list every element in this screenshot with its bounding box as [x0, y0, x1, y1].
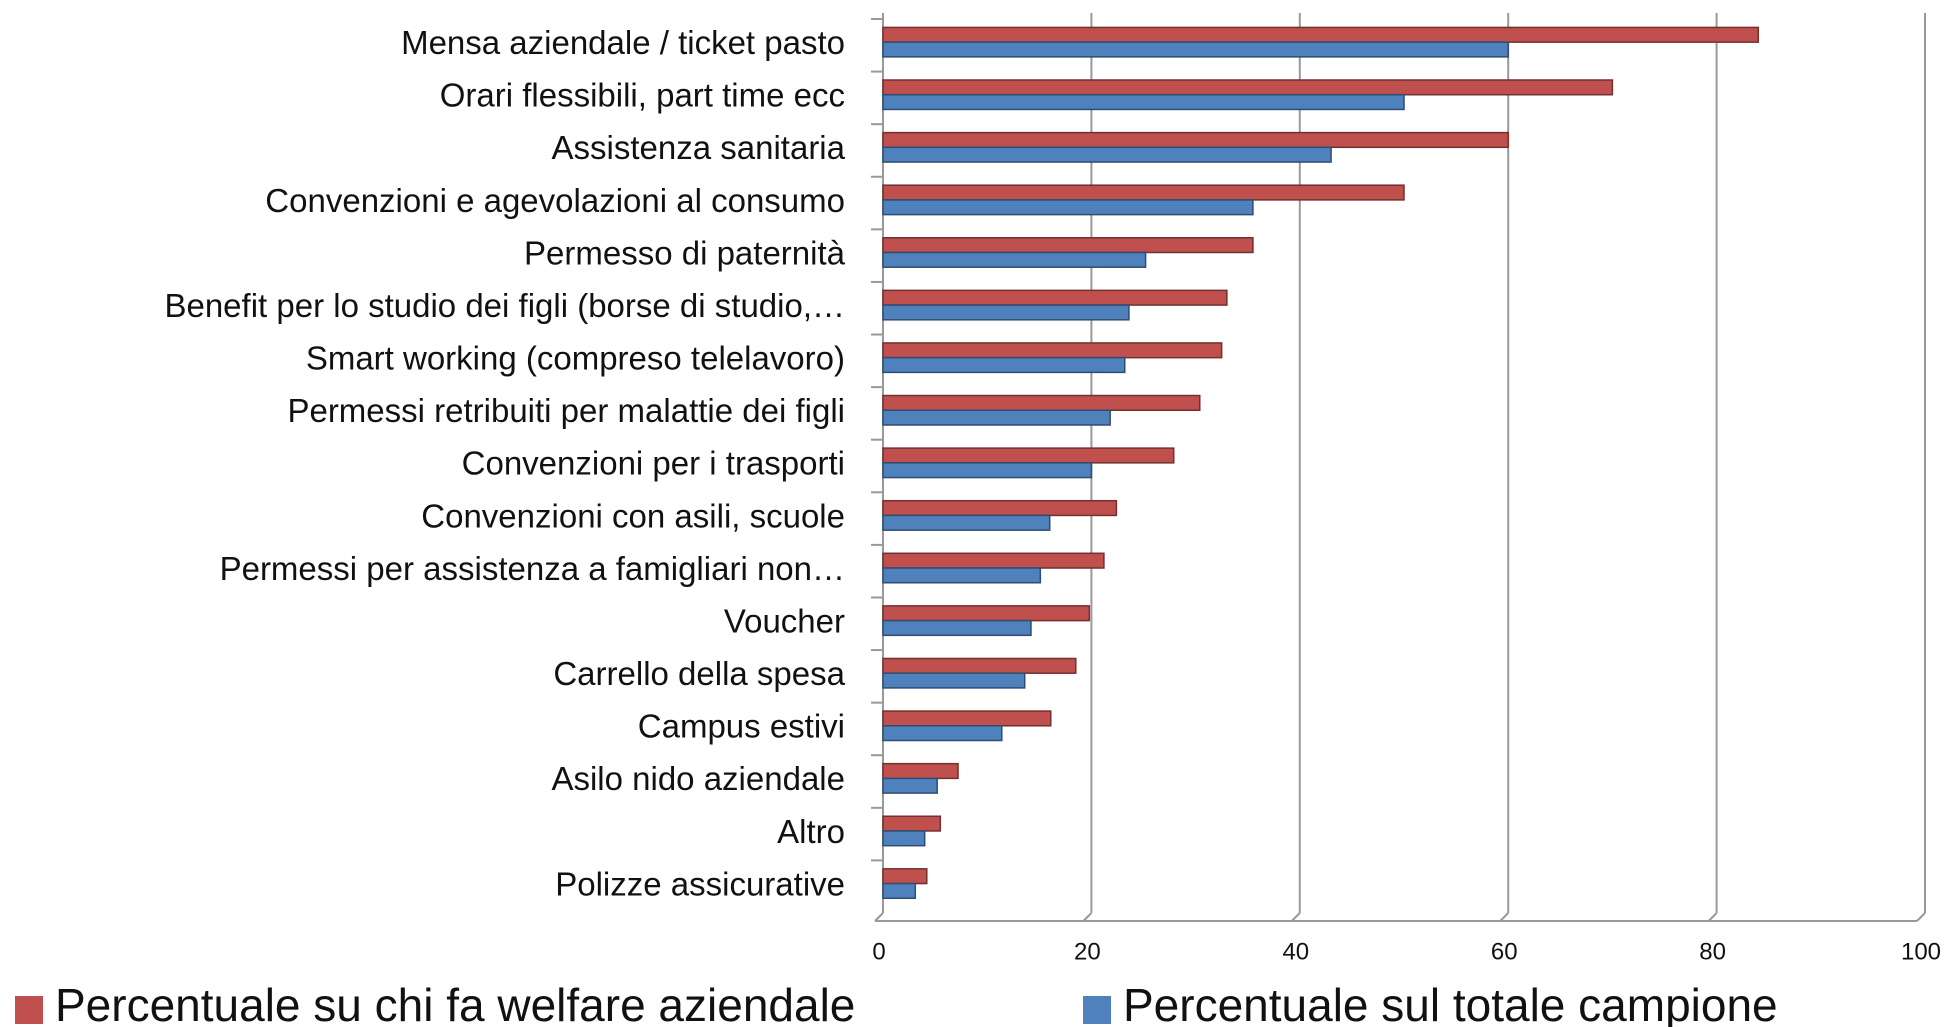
bar	[882, 356, 1126, 374]
bar	[882, 777, 938, 794]
y-tick-label: Campus estivi	[638, 708, 845, 745]
bar	[882, 672, 1026, 689]
y-tick-label: Carrello della spesa	[553, 655, 845, 692]
bar	[882, 342, 1223, 359]
bar	[882, 26, 1760, 43]
y-tick-label: Voucher	[724, 602, 845, 639]
y-tick-label: Mensa aziendale / ticket pasto	[401, 24, 845, 61]
bar	[882, 605, 1091, 622]
bar	[882, 289, 1228, 306]
bar	[882, 868, 928, 885]
legend-label: Percentuale su chi fa welfare aziendale	[55, 979, 855, 1027]
bar	[882, 131, 1509, 149]
bar	[882, 304, 1130, 321]
bar	[882, 184, 1405, 201]
tick-mark	[1707, 912, 1718, 922]
bar	[882, 514, 1051, 531]
legend-label: Percentuale sul totale campione	[1123, 979, 1778, 1027]
bar	[882, 882, 917, 900]
tick-mark	[1082, 912, 1093, 922]
y-tick-label: Convenzioni con asili, scuole	[421, 497, 845, 534]
bar	[882, 619, 1032, 637]
bar	[882, 762, 959, 780]
tick-mark	[874, 912, 884, 922]
bar	[882, 710, 1052, 727]
bar	[882, 146, 1332, 163]
bar	[882, 41, 1509, 58]
tick-mark	[1499, 912, 1509, 922]
x-tick-label: 40	[1282, 938, 1309, 965]
y-tick-label: Assistenza sanitaria	[552, 129, 846, 166]
bar	[882, 830, 926, 847]
bar	[882, 237, 1254, 254]
bar	[882, 79, 1614, 96]
y-tick-label: Altro	[777, 813, 845, 850]
tick-mark	[1291, 912, 1301, 922]
bar	[882, 93, 1405, 111]
x-tick-label: 0	[872, 938, 885, 965]
y-tick-label: Polizze assicurative	[555, 865, 845, 902]
y-tick-label: Convenzioni e agevolazioni al consumo	[265, 182, 845, 219]
bar	[882, 725, 1003, 742]
y-tick-label: Permessi per assistenza a famigliari non…	[220, 550, 845, 587]
bar	[882, 199, 1254, 216]
y-tick-label: Permesso di paternità	[524, 234, 846, 271]
y-tick-label: Asilo nido aziendale	[551, 760, 845, 797]
bar	[882, 552, 1105, 569]
bar	[882, 657, 1077, 674]
bar	[882, 815, 942, 832]
x-tick-label: 20	[1074, 938, 1101, 965]
y-tick-label: Convenzioni per i trasporti	[462, 445, 845, 482]
y-tick-label: Orari flessibili, part time ecc	[440, 77, 845, 114]
x-tick-label: 80	[1699, 938, 1726, 965]
legend-swatch	[15, 996, 43, 1024]
bar	[882, 447, 1175, 464]
bar	[882, 462, 1093, 479]
bar	[882, 394, 1201, 412]
bar	[882, 251, 1147, 268]
legend-swatch	[1083, 996, 1111, 1024]
x-tick-label: 60	[1491, 938, 1518, 965]
tick-mark	[1916, 912, 1926, 922]
y-tick-label: Benefit per lo studio dei figli (borse d…	[164, 287, 845, 324]
y-tick-label: Smart working (compreso telelavoro)	[306, 340, 845, 377]
x-tick-label: 100	[1901, 938, 1941, 965]
bar	[882, 567, 1042, 584]
bar	[882, 409, 1111, 426]
y-tick-label: Permessi retribuiti per malattie dei fig…	[287, 392, 845, 429]
bar	[882, 499, 1118, 517]
